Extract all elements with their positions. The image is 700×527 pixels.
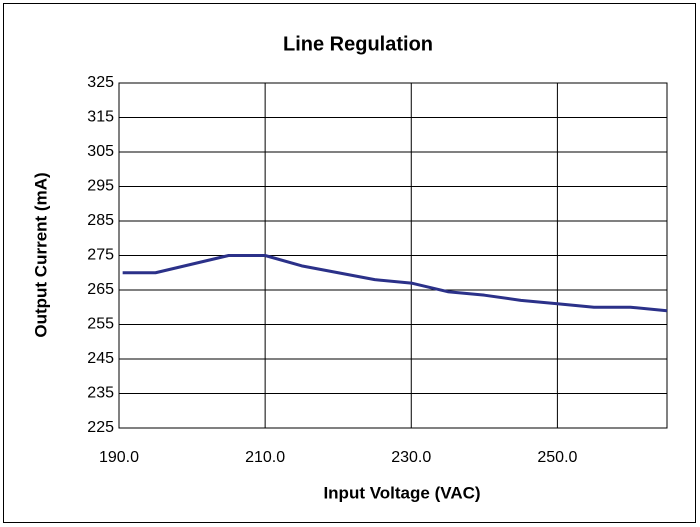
x-tick-label: 230.0	[391, 449, 431, 466]
chart-title: Line Regulation	[283, 33, 433, 55]
y-tick-label: 245	[87, 350, 114, 367]
y-tick-label: 255	[87, 316, 114, 333]
x-tick-label: 210.0	[245, 449, 285, 466]
data-line	[122, 254, 668, 313]
y-axis-label: Output Current (mA)	[31, 172, 50, 337]
y-tick-label: 295	[87, 178, 114, 195]
x-tick-label: 250.0	[537, 449, 577, 466]
y-tick-label: 225	[87, 419, 114, 436]
y-tick-label: 235	[87, 385, 114, 402]
y-tick-label: 285	[87, 212, 114, 229]
y-tick-label: 315	[87, 109, 114, 126]
y-tick-label: 305	[87, 143, 114, 160]
x-axis-label: Input Voltage (VAC)	[323, 483, 480, 502]
y-tick-label: 275	[87, 247, 114, 264]
x-tick-label: 190.0	[99, 449, 139, 466]
y-tick-label: 325	[87, 74, 114, 91]
y-tick-label: 265	[87, 281, 114, 298]
